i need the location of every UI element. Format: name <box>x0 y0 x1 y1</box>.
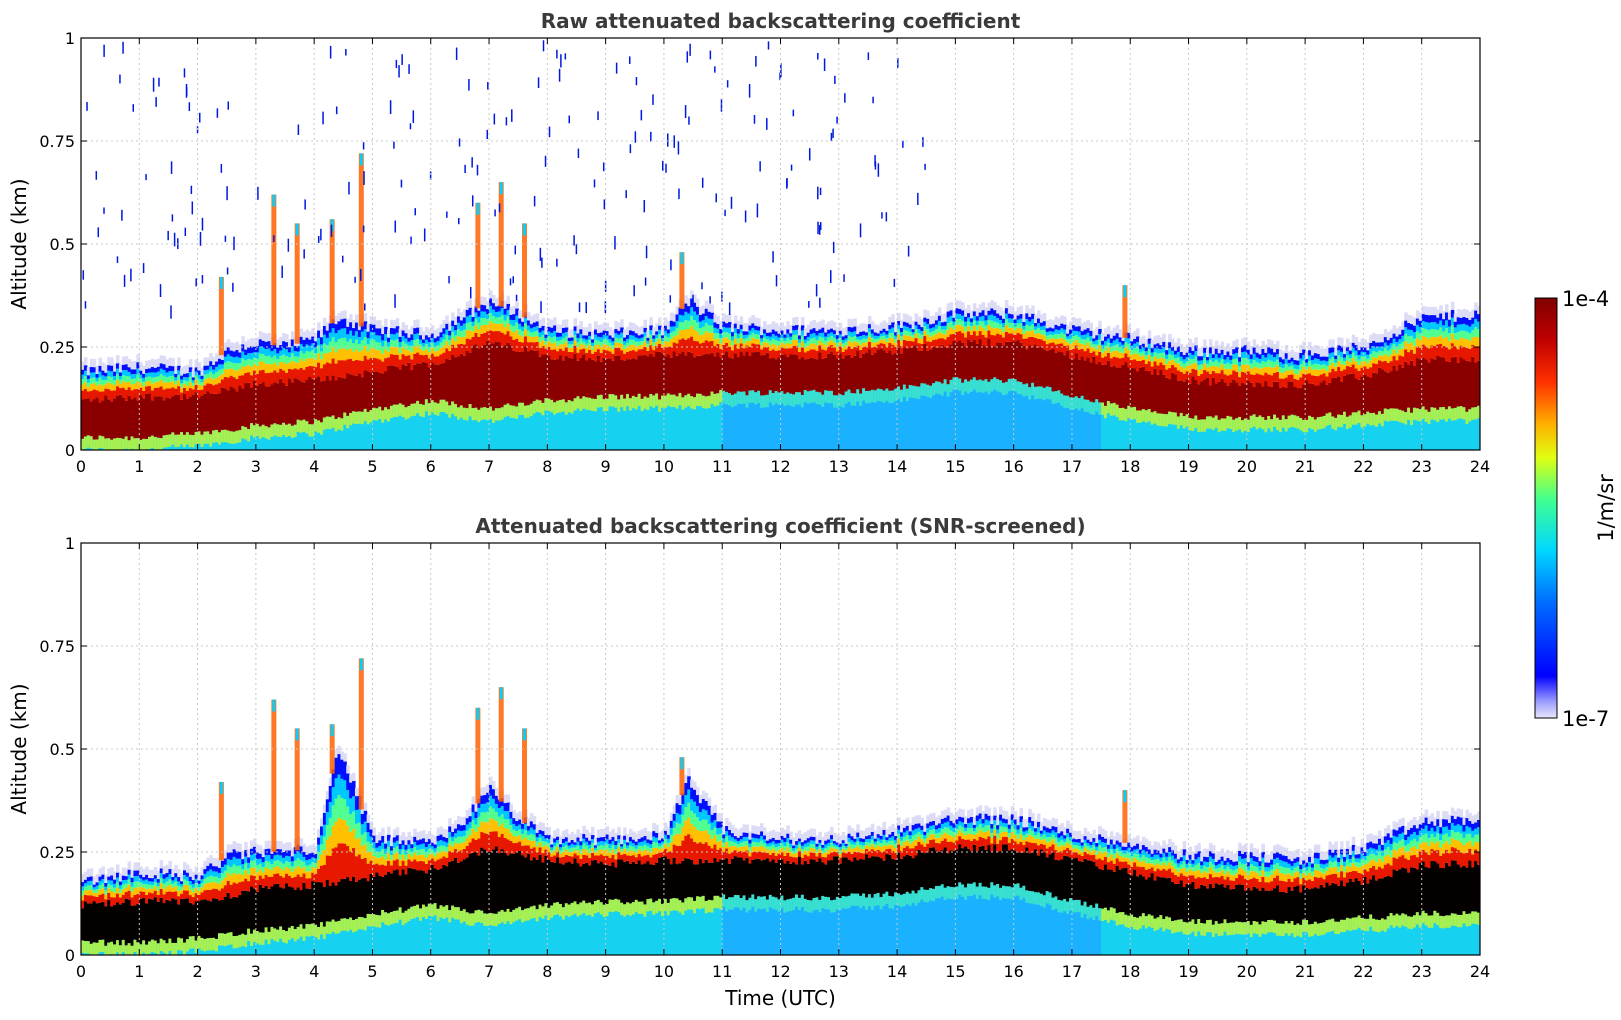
x-tick-label: 3 <box>251 962 261 981</box>
x-tick-label: 23 <box>1412 457 1432 476</box>
colorbar: 1e-4 1e-7 1/m/sr <box>1534 287 1618 731</box>
x-tick-label: 2 <box>192 457 202 476</box>
x-tick-label: 10 <box>654 962 674 981</box>
y-tick-label: 1 <box>65 29 75 48</box>
chart-title: Raw attenuated backscattering coefficien… <box>541 9 1021 33</box>
panel-screened: 0 1 2 3 4 5 6 7 8 9 10 11 12 13 14 15 16 17 18 19 20 21 22 23 24… <box>7 514 1490 1010</box>
colorbar-max-label: 1e-4 <box>1562 287 1609 311</box>
x-tick-label: 11 <box>712 962 732 981</box>
x-tick-label: 2 <box>192 962 202 981</box>
x-axis-label: Time (UTC) <box>724 986 836 1010</box>
y-tick-label: 0.75 <box>39 637 75 656</box>
y-tick-label: 0.5 <box>50 235 75 254</box>
grid <box>81 543 1480 955</box>
panel-raw: 0 1 2 3 4 5 6 7 8 9 10 11 12 13 14 15 16 17 18 19 20 21 22 23 24… <box>7 9 1490 476</box>
x-tick-label: 10 <box>654 457 674 476</box>
x-tick-label: 14 <box>887 962 907 981</box>
x-tick-label: 7 <box>484 962 494 981</box>
x-tick-label: 6 <box>426 962 436 981</box>
colorbar-min-label: 1e-7 <box>1562 707 1609 731</box>
y-tick-label: 0 <box>65 441 75 460</box>
x-tick-label: 7 <box>484 457 494 476</box>
x-tick-label: 21 <box>1295 457 1315 476</box>
colorbar-gradient <box>1534 297 1558 719</box>
y-tick-label: 0.25 <box>39 338 75 357</box>
heatmap-field <box>81 40 1480 450</box>
x-tick-label: 1 <box>134 962 144 981</box>
x-tick-label: 20 <box>1237 962 1257 981</box>
x-tick-label: 5 <box>367 457 377 476</box>
x-tick-label: 22 <box>1353 962 1373 981</box>
x-tick-label: 9 <box>601 457 611 476</box>
x-tick-label: 19 <box>1178 457 1198 476</box>
x-tick-label: 16 <box>1003 962 1023 981</box>
x-tick-label: 8 <box>542 457 552 476</box>
x-tick-label: 4 <box>309 457 319 476</box>
x-tick-label: 16 <box>1003 457 1023 476</box>
y-axis-label: Altitude (km) <box>7 683 31 814</box>
x-tick-label: 17 <box>1062 962 1082 981</box>
x-tick-label: 13 <box>829 962 849 981</box>
y-axis-label: Altitude (km) <box>7 178 31 309</box>
x-tick-label: 24 <box>1470 962 1490 981</box>
x-tick-label: 4 <box>309 962 319 981</box>
x-tick-label: 19 <box>1178 962 1198 981</box>
x-tick-label: 6 <box>426 457 436 476</box>
chart-title: Attenuated backscattering coefficient (S… <box>475 514 1085 538</box>
x-tick-label: 18 <box>1120 457 1140 476</box>
x-tick-label: 17 <box>1062 457 1082 476</box>
heatmap-field <box>81 658 1480 955</box>
x-tick-label: 14 <box>887 457 907 476</box>
x-tick-label: 0 <box>76 457 86 476</box>
x-tick-label: 9 <box>601 962 611 981</box>
x-tick-label: 12 <box>770 457 790 476</box>
y-tick-label: 0.25 <box>39 843 75 862</box>
x-tick-label: 24 <box>1470 457 1490 476</box>
x-tick-label: 15 <box>945 962 965 981</box>
x-tick-label: 13 <box>829 457 849 476</box>
x-tick-label: 1 <box>134 457 144 476</box>
y-tick-label: 0.75 <box>39 132 75 151</box>
x-tick-label: 5 <box>367 962 377 981</box>
x-tick-label: 15 <box>945 457 965 476</box>
x-tick-label: 12 <box>770 962 790 981</box>
x-tick-label: 18 <box>1120 962 1140 981</box>
y-tick-label: 0.5 <box>50 740 75 759</box>
colorbar-unit-label: 1/m/sr <box>1594 474 1618 542</box>
x-tick-label: 3 <box>251 457 261 476</box>
x-tick-label: 22 <box>1353 457 1373 476</box>
x-tick-label: 23 <box>1412 962 1432 981</box>
x-tick-label: 8 <box>542 962 552 981</box>
y-tick-label: 1 <box>65 534 75 553</box>
x-tick-label: 20 <box>1237 457 1257 476</box>
grid <box>81 38 1480 450</box>
x-tick-label: 21 <box>1295 962 1315 981</box>
y-tick-label: 0 <box>65 946 75 965</box>
x-tick-label: 11 <box>712 457 732 476</box>
x-tick-label: 0 <box>76 962 86 981</box>
